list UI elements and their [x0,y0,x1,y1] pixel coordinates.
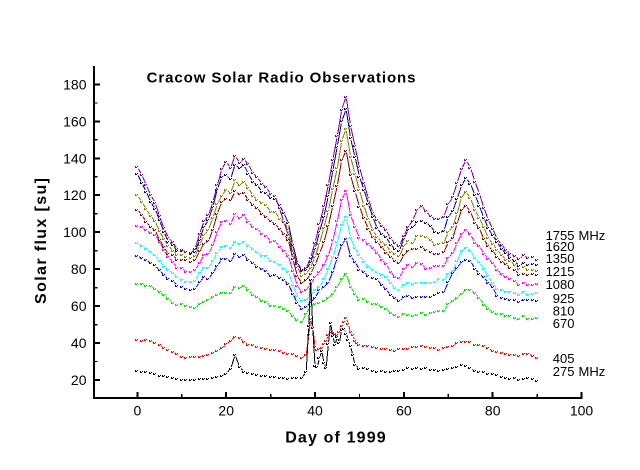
svg-text:100: 100 [63,224,87,240]
svg-text:80: 80 [71,261,87,277]
svg-text:60: 60 [71,298,87,314]
svg-text:160: 160 [63,113,87,129]
svg-text:405: 405 [553,351,575,366]
svg-text:670: 670 [553,316,575,331]
svg-text:40: 40 [307,403,323,419]
svg-text:20: 20 [218,403,234,419]
svg-text:MHz: MHz [579,228,606,243]
svg-text:40: 40 [71,335,87,351]
svg-text:Cracow Solar Radio Observation: Cracow Solar Radio Observations [147,70,417,87]
svg-text:1215: 1215 [546,264,575,279]
svg-text:100: 100 [570,403,594,419]
svg-text:1620: 1620 [546,239,575,254]
svg-text:1755: 1755 [546,228,575,243]
svg-text:0: 0 [134,403,142,419]
svg-text:MHz: MHz [579,364,606,379]
svg-text:140: 140 [63,150,87,166]
svg-text:Solar flux [su]: Solar flux [su] [33,177,50,304]
svg-text:1080: 1080 [546,277,575,292]
svg-text:180: 180 [63,76,87,92]
svg-text:120: 120 [63,187,87,203]
svg-text:80: 80 [485,403,501,419]
svg-text:Day of 1999: Day of 1999 [285,430,387,447]
svg-text:925: 925 [553,291,575,306]
svg-text:20: 20 [71,372,87,388]
svg-text:810: 810 [553,304,575,319]
svg-text:1350: 1350 [546,251,575,266]
svg-text:275: 275 [553,364,575,379]
svg-text:60: 60 [396,403,412,419]
